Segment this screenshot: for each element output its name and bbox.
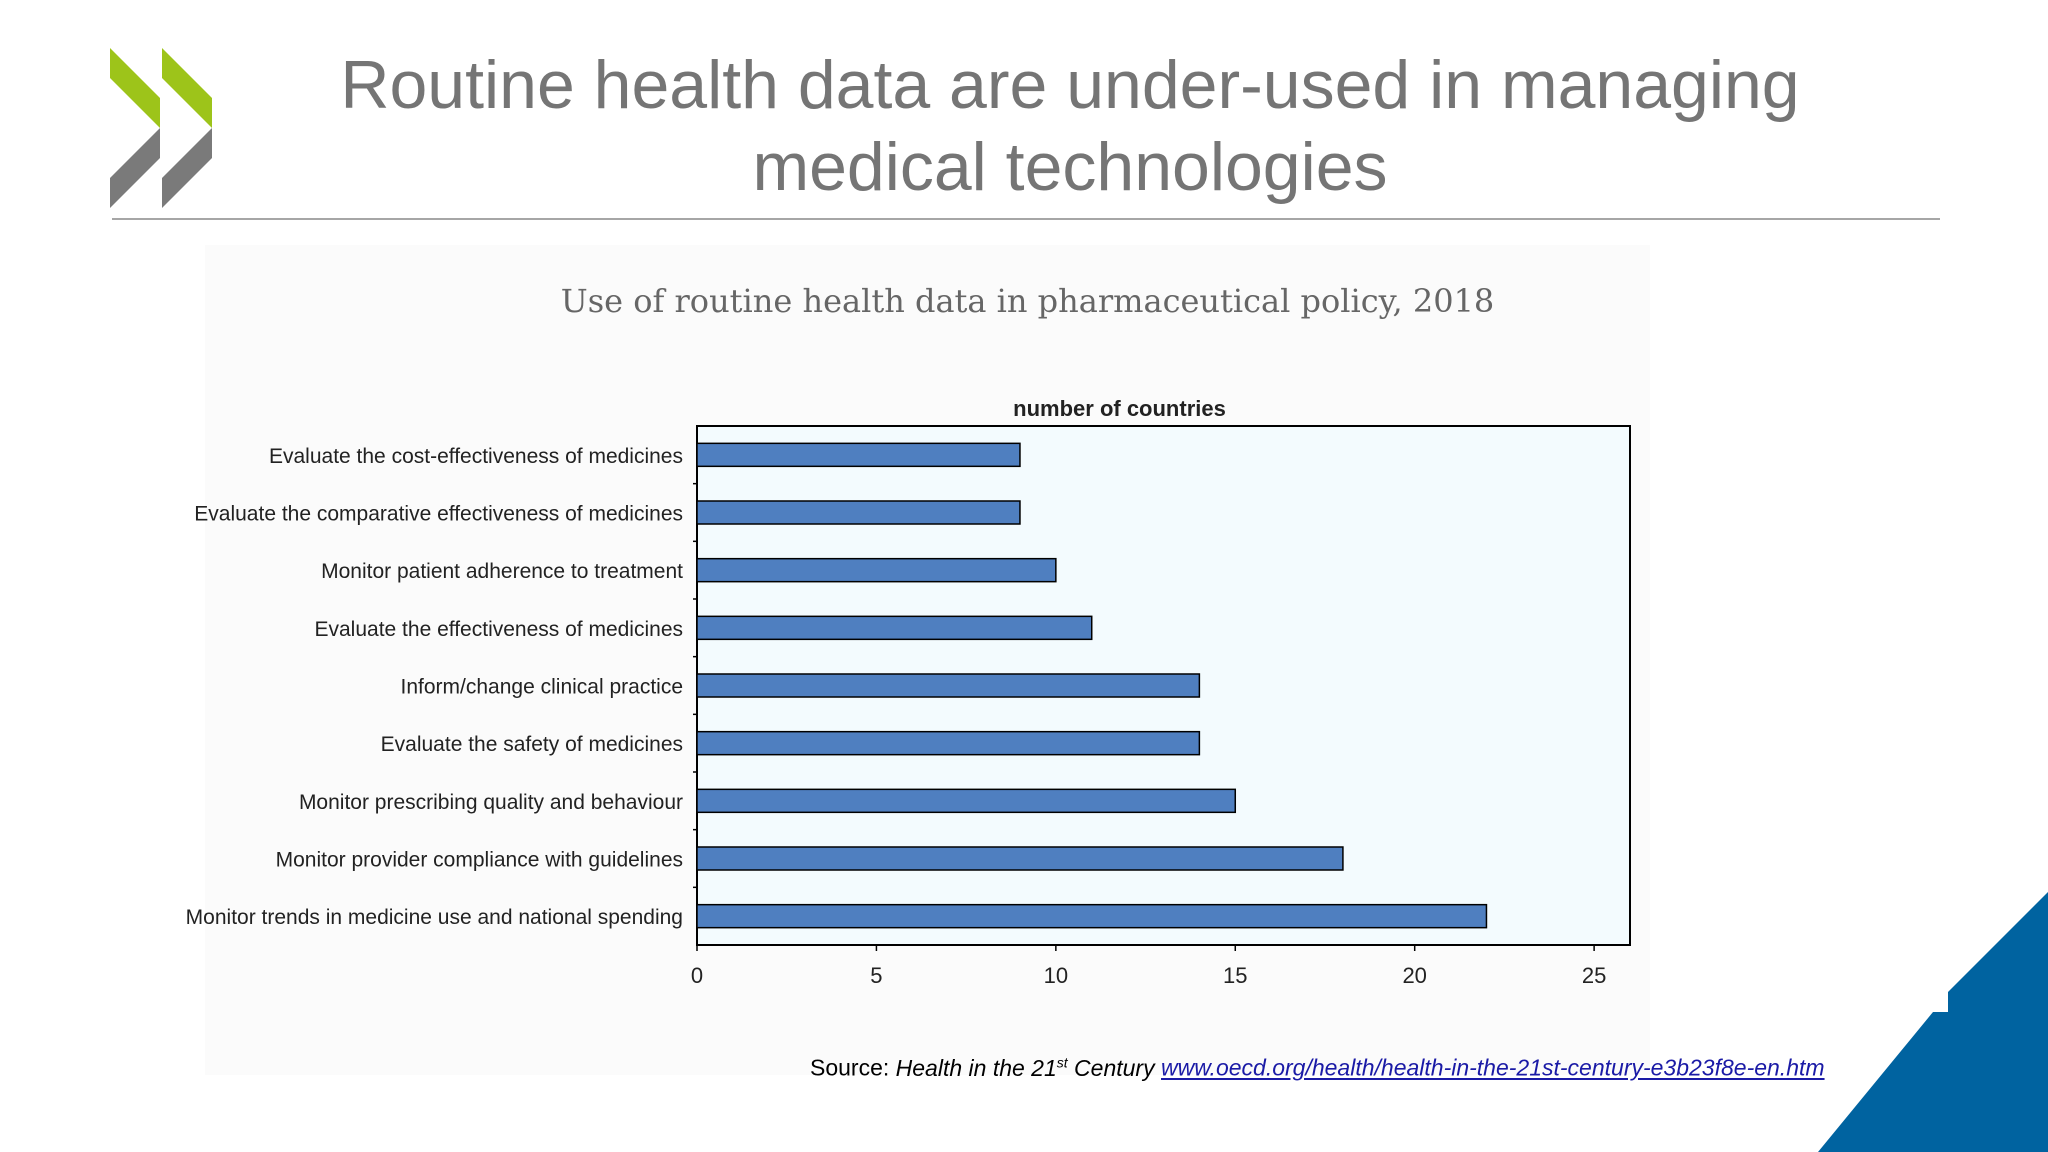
bar — [696, 903, 1488, 929]
source-publication-suffix: Century — [1067, 1054, 1155, 1081]
source-link[interactable]: www.oecd.org/health/health-in-the-21st-c… — [1161, 1054, 1825, 1081]
category-label: Monitor prescribing quality and behaviou… — [299, 791, 683, 814]
logo-chevron-left-gray — [110, 128, 160, 208]
oecd-logo — [110, 48, 212, 208]
logo-chevron-right-gray — [162, 128, 212, 208]
chart-title: Use of routine health data in pharmaceut… — [560, 282, 1495, 320]
source-publication-sup: st — [1056, 1054, 1068, 1070]
slide-title-line-2: medical technologies — [752, 129, 1388, 205]
bar — [696, 846, 1344, 871]
bar — [696, 673, 1201, 698]
x-tick-label: 25 — [1582, 963, 1606, 988]
logo-chevron-left-green — [110, 48, 160, 128]
bar — [696, 730, 1201, 756]
category-label: Monitor trends in medicine use and natio… — [186, 906, 683, 929]
bar — [696, 615, 1093, 641]
bar — [696, 442, 1021, 468]
slide-title-line-1: Routine health data are under-used in ma… — [340, 47, 1800, 123]
slide-title: Routine health data are under-used in ma… — [250, 44, 1890, 208]
x-tick-label: 5 — [870, 963, 882, 988]
category-label: Monitor provider compliance with guideli… — [276, 849, 683, 872]
corner-blue-shape — [1818, 892, 2048, 1152]
logo-chevron-right-green — [162, 48, 212, 128]
x-tick-label: 20 — [1402, 963, 1426, 988]
category-label: Evaluate the effectiveness of medicines — [315, 618, 684, 641]
corner-decoration — [1818, 892, 2048, 1152]
source-label: Source: — [810, 1054, 896, 1081]
title-divider — [112, 218, 1940, 220]
bar — [696, 500, 1021, 525]
category-label: Evaluate the cost-effectiveness of medic… — [269, 445, 683, 468]
bar — [696, 557, 1057, 583]
category-label: Evaluate the safety of medicines — [381, 733, 683, 756]
source-note: Source: Health in the 21st Century www.o… — [810, 1054, 1825, 1082]
source-publication-text: Health in the 21 — [895, 1054, 1057, 1081]
category-label: Evaluate the comparative effectiveness o… — [194, 503, 683, 526]
x-axis-label: number of countries — [1013, 396, 1226, 421]
category-label: Inform/change clinical practice — [401, 676, 683, 699]
bar — [696, 788, 1237, 814]
category-label: Monitor patient adherence to treatment — [321, 560, 683, 583]
x-tick-label: 10 — [1044, 963, 1068, 988]
x-tick-label: 0 — [691, 963, 703, 988]
x-tick-label: 15 — [1223, 963, 1247, 988]
source-publication: Health in the 21st Century — [895, 1054, 1155, 1081]
